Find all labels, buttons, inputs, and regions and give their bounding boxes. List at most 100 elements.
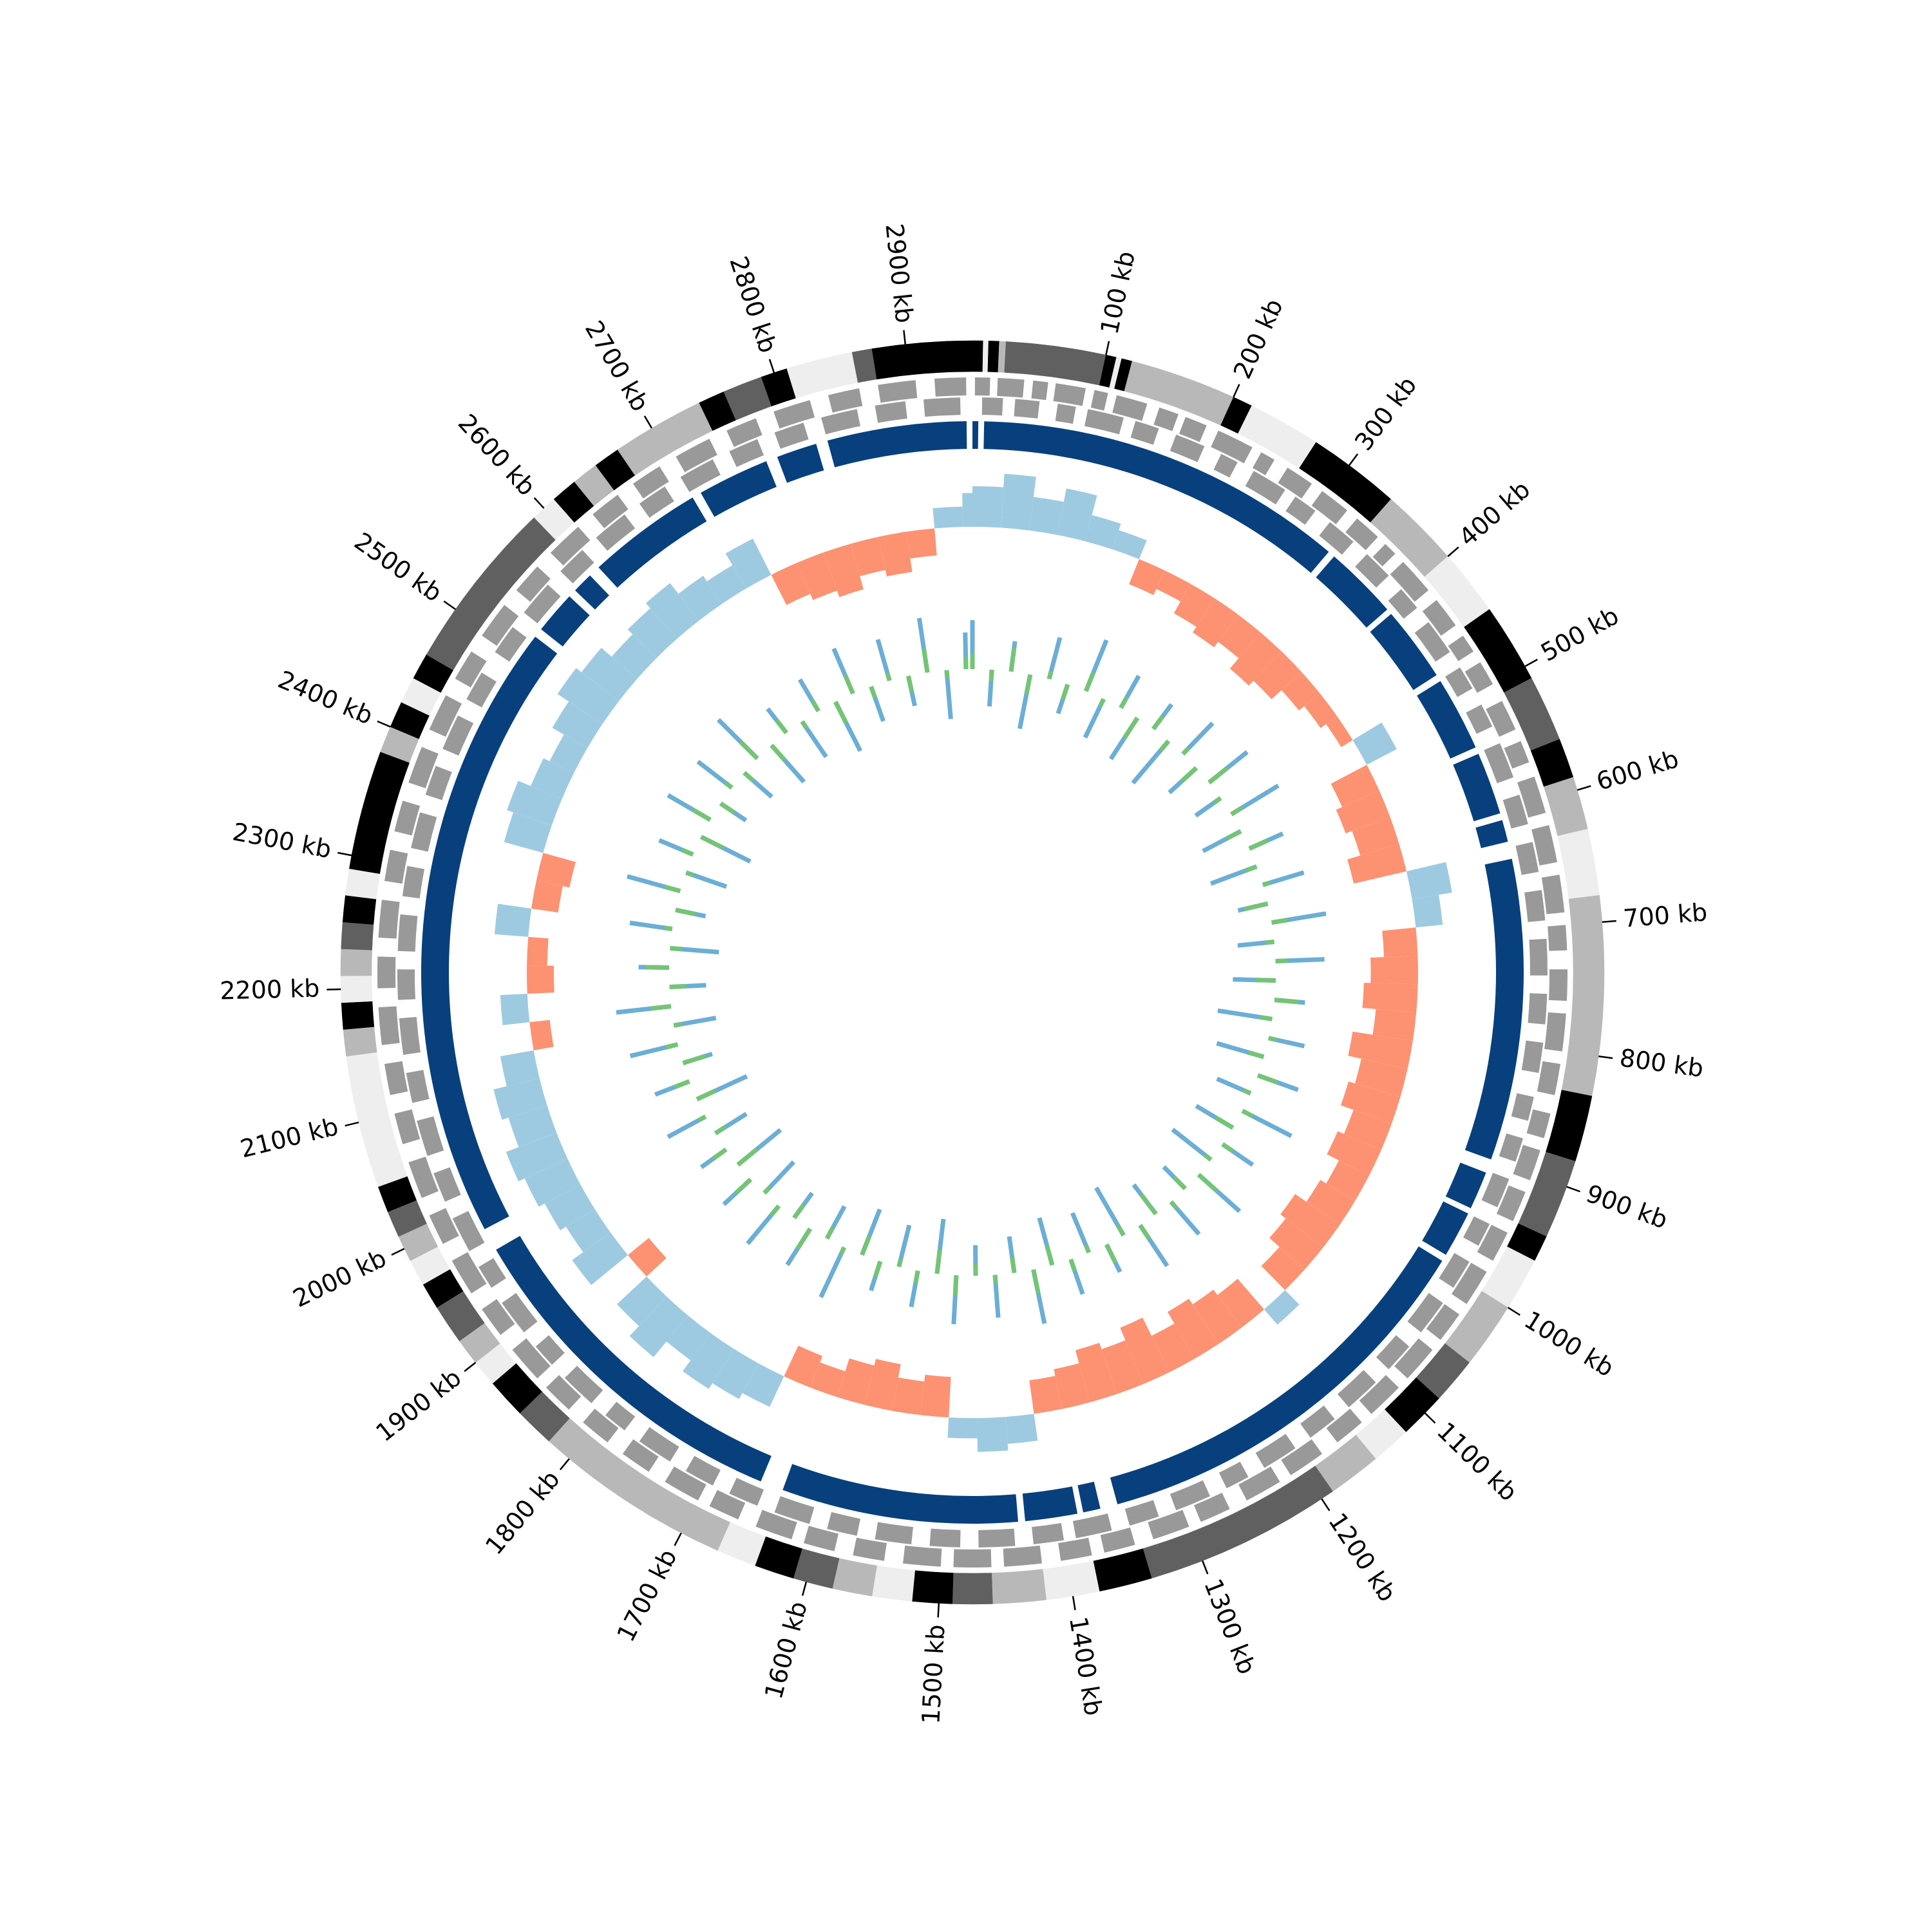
- gene: [384, 1061, 408, 1095]
- tick-mark: [345, 1121, 359, 1127]
- gene: [442, 715, 474, 756]
- gene: [1355, 554, 1389, 588]
- tick-mark: [1507, 1307, 1520, 1316]
- block: [1110, 1246, 1443, 1504]
- gc-spike: [1244, 864, 1258, 873]
- tick-label: 2200 kb: [220, 974, 320, 1005]
- skew-bar: [1057, 488, 1097, 542]
- gene: [827, 1511, 860, 1536]
- tick-label: 900 kb: [1582, 1179, 1671, 1235]
- skew-bar: [506, 1132, 568, 1182]
- gc-spike: [944, 670, 953, 719]
- tick-mark: [1566, 1186, 1580, 1193]
- gene: [878, 380, 918, 403]
- gene: [605, 1401, 636, 1431]
- tick-label: 2900 kb: [880, 222, 918, 325]
- tick-mark: [377, 720, 391, 728]
- skew-bar: [837, 1358, 875, 1405]
- gene: [1053, 383, 1086, 406]
- gc-spike: [736, 1148, 758, 1167]
- gc-spike: [743, 771, 755, 782]
- block: [598, 497, 707, 588]
- gene: [1090, 390, 1108, 411]
- gene: [1504, 741, 1530, 769]
- gene: [384, 849, 408, 884]
- band: [341, 922, 374, 951]
- skew-bar: [1264, 1290, 1300, 1325]
- skew-bar: [1326, 1160, 1369, 1201]
- gene: [774, 1496, 815, 1524]
- gc-spike: [1083, 1244, 1092, 1254]
- block: [496, 1235, 772, 1482]
- gc-spike: [762, 1186, 772, 1195]
- gene: [1394, 1338, 1433, 1379]
- gene: [1414, 622, 1450, 662]
- skew-bar: [524, 1159, 581, 1207]
- skew-bar: [544, 1184, 595, 1231]
- gene: [408, 1156, 439, 1198]
- gene: [378, 1006, 400, 1045]
- gc-spike: [1045, 1245, 1055, 1266]
- tick-mark: [1105, 341, 1110, 355]
- skew-bar: [1156, 571, 1191, 601]
- gc-spike: [1169, 1200, 1179, 1209]
- gc-spike: [885, 672, 892, 681]
- gene: [1548, 925, 1567, 951]
- gene: [1218, 1461, 1249, 1488]
- skew-bar: [581, 647, 638, 701]
- gene: [592, 495, 629, 529]
- gc-spike: [1009, 647, 1017, 672]
- gc-spike: [873, 1260, 883, 1278]
- gene: [1112, 395, 1148, 421]
- gc-spike: [673, 1021, 683, 1028]
- skew-bar: [1340, 1081, 1401, 1124]
- gc-spike: [989, 669, 994, 682]
- gene: [466, 672, 497, 708]
- gc-spike: [650, 1004, 672, 1011]
- gene: [1486, 701, 1516, 737]
- skew-bar: [683, 1332, 734, 1389]
- gc-spike: [734, 1177, 753, 1195]
- gene: [821, 409, 860, 435]
- skew-bar: [1362, 983, 1418, 1013]
- gc-spike: [685, 870, 695, 878]
- tick-mark: [559, 1458, 570, 1470]
- gc-spike: [1181, 746, 1190, 756]
- gene: [1376, 1335, 1410, 1370]
- band: [1093, 1548, 1152, 1592]
- gene: [1319, 522, 1354, 555]
- gene: [639, 486, 674, 518]
- gene: [1526, 1109, 1551, 1139]
- tick-mark: [1321, 1498, 1331, 1511]
- gc-spike: [869, 685, 878, 699]
- gc-spike: [1260, 1015, 1273, 1021]
- skew-bar: [1217, 1278, 1264, 1328]
- skew-bar: [878, 531, 913, 577]
- gc-spike: [681, 848, 694, 857]
- gc-spike: [1104, 1243, 1118, 1264]
- gene: [1193, 1492, 1230, 1522]
- gene: [394, 800, 421, 836]
- gene: [875, 401, 907, 423]
- gene: [482, 1299, 515, 1335]
- gc-spike: [992, 1274, 998, 1283]
- skew-bar: [1336, 790, 1390, 833]
- skew-bar: [725, 538, 772, 589]
- tick-label: 1600 kb: [759, 1598, 813, 1702]
- gc-spike: [775, 719, 788, 735]
- tick-mark: [801, 1582, 808, 1596]
- tick-mark: [937, 1603, 940, 1618]
- skew-bar: [933, 506, 963, 529]
- skew-bar: [529, 1019, 554, 1050]
- gc-spike: [669, 983, 686, 990]
- gene: [1517, 776, 1546, 818]
- skew-bar: [552, 701, 603, 748]
- band: [342, 895, 377, 925]
- gene: [622, 1439, 659, 1472]
- gene: [1170, 434, 1205, 462]
- gene: [583, 1408, 619, 1443]
- skew-bar: [666, 1315, 711, 1361]
- gene: [1426, 1304, 1460, 1340]
- gene: [394, 1109, 421, 1144]
- gc-spike: [1203, 1153, 1213, 1162]
